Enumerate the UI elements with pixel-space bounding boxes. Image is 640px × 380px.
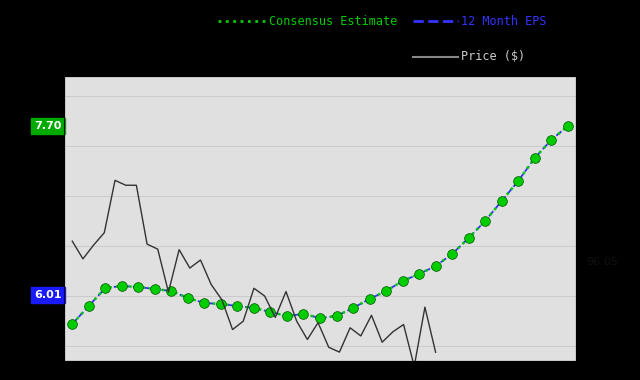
12 Month EPS [515,179,522,183]
Consensus Estimate [531,156,538,160]
12 Month EPS [333,314,340,318]
Text: 12 Month EPS: 12 Month EPS [461,15,547,28]
Consensus Estimate [118,284,125,288]
12 Month EPS [234,304,241,308]
Consensus Estimate [234,304,241,308]
Consensus Estimate [547,138,555,142]
12 Month EPS [267,310,275,314]
12 Month EPS [365,297,373,301]
Consensus Estimate [365,297,373,301]
Consensus Estimate [316,316,324,320]
Text: 6.01: 6.01 [34,290,61,300]
Line: Consensus Estimate: Consensus Estimate [67,121,573,329]
12 Month EPS [399,279,406,283]
Consensus Estimate [432,264,440,268]
Consensus Estimate [300,312,307,316]
12 Month EPS [184,296,192,300]
12 Month EPS [382,289,390,293]
12 Month EPS [250,306,258,310]
Consensus Estimate [333,314,340,318]
12 Month EPS [283,314,291,318]
12 Month EPS [200,301,208,305]
12 Month EPS [465,236,472,240]
Consensus Estimate [415,272,423,276]
12 Month EPS [217,302,225,306]
12 Month EPS [547,138,555,142]
Consensus Estimate [102,286,109,290]
12 Month EPS [102,286,109,290]
12 Month EPS [498,199,506,203]
12 Month EPS [134,285,142,289]
12 Month EPS [151,287,159,291]
12 Month EPS [68,322,76,326]
12 Month EPS [564,124,572,128]
Text: 7.70: 7.70 [34,121,61,131]
Consensus Estimate [465,236,472,240]
12 Month EPS [168,289,175,293]
12 Month EPS [448,252,456,256]
Consensus Estimate [382,289,390,293]
Consensus Estimate [349,306,357,310]
Consensus Estimate [85,304,93,308]
12 Month EPS [316,316,324,320]
Consensus Estimate [481,219,489,223]
Consensus Estimate [217,302,225,306]
Consensus Estimate [184,296,192,300]
Text: Price ($): Price ($) [461,51,525,63]
Consensus Estimate [200,301,208,305]
Consensus Estimate [448,252,456,256]
Consensus Estimate [498,199,506,203]
Consensus Estimate [399,279,406,283]
Text: Consensus Estimate: Consensus Estimate [269,15,397,28]
12 Month EPS [432,264,440,268]
12 Month EPS [85,304,93,308]
12 Month EPS [531,156,538,160]
Consensus Estimate [515,179,522,183]
Consensus Estimate [250,306,258,310]
Consensus Estimate [564,124,572,128]
12 Month EPS [415,272,423,276]
Consensus Estimate [68,322,76,326]
12 Month EPS [349,306,357,310]
Consensus Estimate [134,285,142,289]
Consensus Estimate [267,310,275,314]
Consensus Estimate [168,289,175,293]
12 Month EPS [300,312,307,316]
12 Month EPS [118,284,125,288]
12 Month EPS [481,219,489,223]
Line: 12 Month EPS: 12 Month EPS [70,124,570,326]
Consensus Estimate [283,314,291,318]
Consensus Estimate [151,287,159,291]
